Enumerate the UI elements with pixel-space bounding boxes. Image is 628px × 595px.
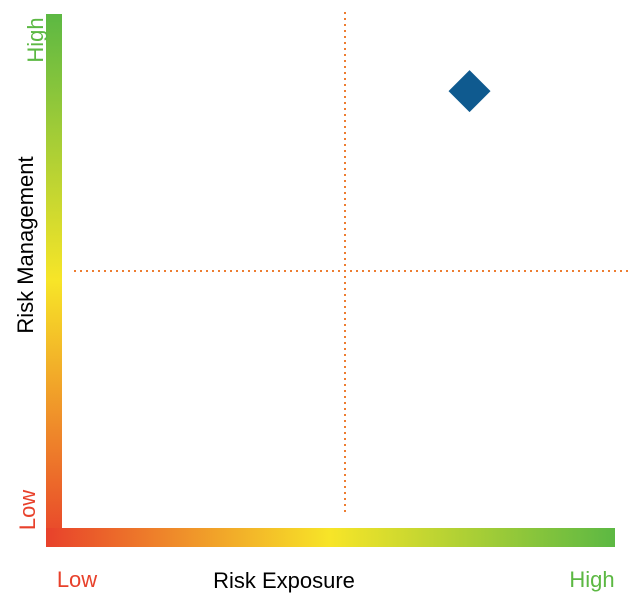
x-axis-gradient-bar xyxy=(46,528,615,547)
x-tick-label-high: High xyxy=(569,567,614,592)
x-tick-label-low: Low xyxy=(57,567,97,592)
y-axis-gradient-bar xyxy=(46,14,62,547)
data-point-diamond xyxy=(448,70,491,113)
y-tick-label-low: Low xyxy=(15,490,40,530)
y-axis-label: Risk Management xyxy=(13,156,38,333)
x-axis-label: Risk Exposure xyxy=(213,568,355,593)
y-tick-label-high: High xyxy=(23,17,48,62)
data-points xyxy=(448,70,491,113)
